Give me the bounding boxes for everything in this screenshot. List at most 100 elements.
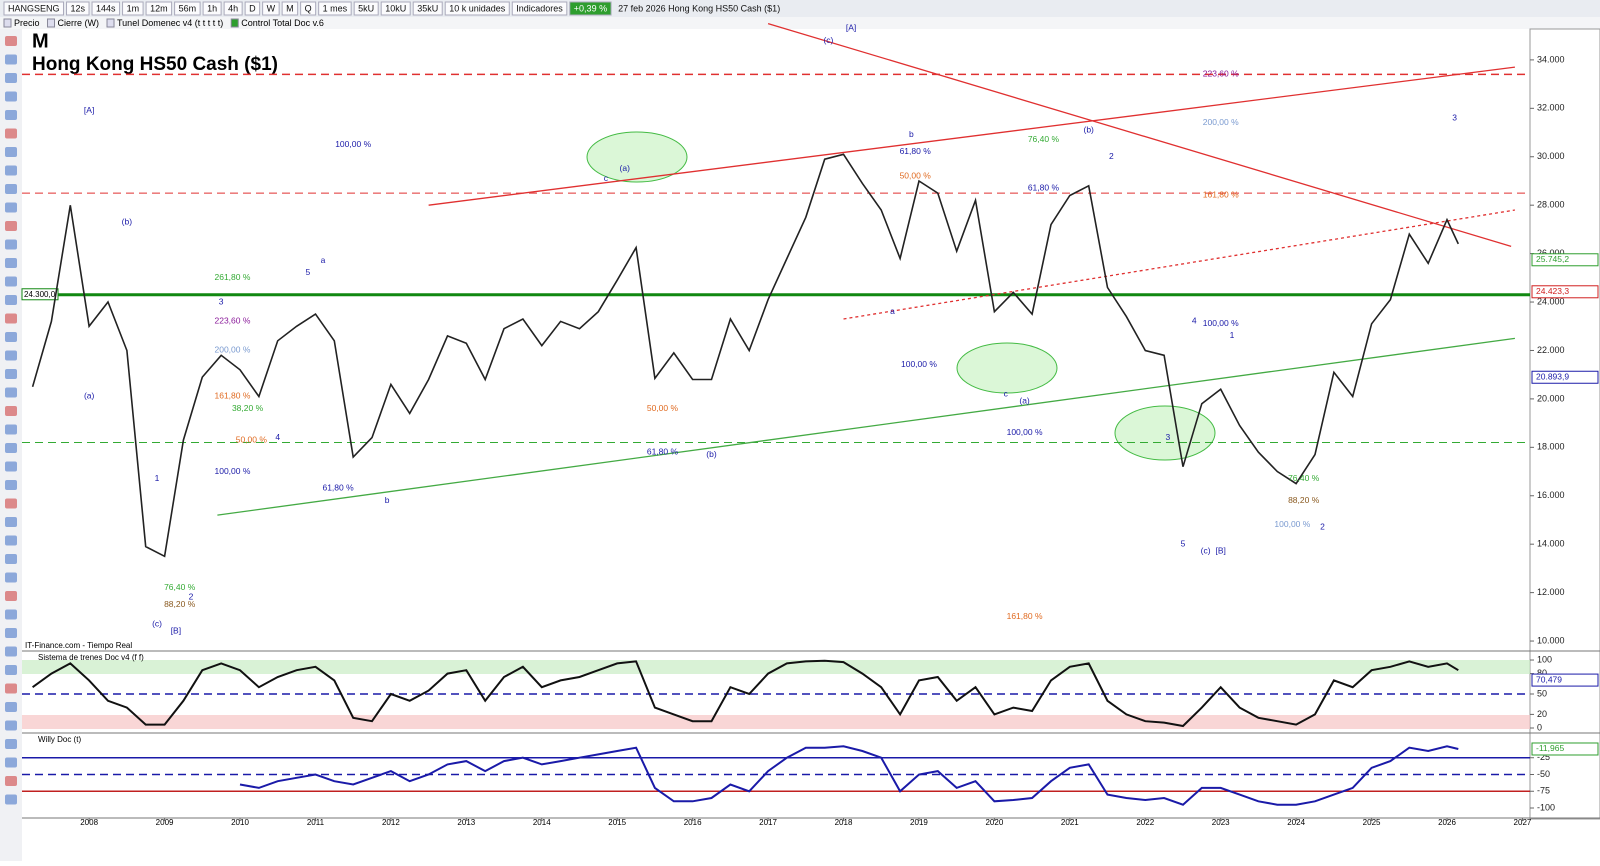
tool-icon[interactable] [5,332,17,342]
study-label[interactable]: Tunel Domenec v4 (t t t t t) [117,18,223,28]
study-swatch [106,18,115,28]
toolbar-button[interactable] [412,1,443,16]
tool-icon[interactable] [5,54,17,65]
toolbar-label[interactable]: 1 mes [323,3,348,13]
study-label[interactable]: Control Total Doc v.6 [241,18,324,28]
tool-icon[interactable] [5,683,17,694]
toolbar-button[interactable] [380,1,411,16]
tool-icon[interactable] [5,443,17,453]
tool-icon[interactable] [5,239,17,250]
toolbar-button[interactable] [66,1,90,16]
tool-icon[interactable] [5,628,17,638]
tool-icon[interactable] [5,387,17,398]
toolbar-label[interactable]: 10 k unidades [449,3,506,13]
tool-icon[interactable] [5,184,17,194]
toolbar-button[interactable] [91,1,121,16]
tool-icon[interactable] [5,202,17,213]
data-source: IT-Finance.com - Tiempo Real [25,641,132,650]
tool-icon[interactable] [5,665,17,675]
toolbar-button[interactable] [511,1,568,16]
tool-icon[interactable] [5,73,17,83]
toolbar-label[interactable]: 12s [71,3,86,13]
tool-icon[interactable] [5,350,17,361]
tool-icon[interactable] [5,498,17,509]
tool-icon[interactable] [5,554,17,564]
tool-icon[interactable] [5,128,17,139]
toolbar-button[interactable] [174,1,201,16]
annotation: 100,00 % [901,359,937,369]
toolbar-label[interactable]: 1h [207,3,217,13]
annotation: a [321,255,326,265]
annotation: (a) [620,163,631,173]
tool-icon[interactable] [5,794,17,805]
toolbar-button[interactable] [444,1,510,16]
tool-icon[interactable] [5,276,17,287]
x-tick-label: 2012 [382,818,400,827]
toolbar-label[interactable]: D [249,3,256,13]
toolbar-button[interactable] [353,1,379,16]
toolbar-label[interactable]: HANGSENG [8,3,60,13]
price-label: 70,479 [1536,674,1562,684]
oversold-band [22,715,1530,729]
tool-icon[interactable] [5,258,17,268]
toolbar-button[interactable] [569,1,612,16]
tool-icon[interactable] [5,406,17,416]
x-tick-label: 2019 [910,818,928,827]
toolbar-label[interactable]: 12m [150,3,168,13]
toolbar-label[interactable]: 10kU [385,3,406,13]
toolbar-label[interactable]: Q [305,3,312,13]
toolbar-button[interactable] [281,1,299,16]
toolbar-button[interactable] [262,1,280,16]
toolbar-label[interactable]: 4h [228,3,238,13]
level-label: 24.300,0 [24,290,56,299]
tool-icon[interactable] [5,110,17,120]
tool-icon[interactable] [5,739,17,749]
tool-icon[interactable] [5,221,17,231]
tool-icon[interactable] [5,313,17,324]
toolbar-button[interactable] [145,1,173,16]
tool-icon[interactable] [5,165,17,176]
toolbar-label[interactable]: 144s [96,3,116,13]
tool-icon[interactable] [5,424,17,435]
tool-icon[interactable] [5,702,17,712]
tool-icon[interactable] [5,720,17,731]
study-label[interactable]: Cierre (W) [58,18,100,28]
tool-icon[interactable] [5,535,17,546]
toolbar-button[interactable] [318,1,352,16]
tool-icon[interactable] [5,646,17,657]
tool-icon[interactable] [5,91,17,102]
toolbar-button[interactable] [202,1,222,16]
toolbar-label[interactable]: M [286,3,294,13]
toolbar-button[interactable] [244,1,261,16]
toolbar-label: 27 feb 2026 Hong Kong HS50 Cash ($1) [618,3,780,13]
toolbar-label[interactable]: 56m [179,3,197,13]
toolbar-label[interactable]: Indicadores [516,3,563,13]
tool-icon[interactable] [5,591,17,601]
toolbar-label[interactable]: 35kU [417,3,438,13]
toolbar-label[interactable]: 1m [127,3,140,13]
study-label[interactable]: Precio [14,18,40,28]
toolbar-button[interactable] [122,1,144,16]
tool-icon[interactable] [5,480,17,490]
tool-icon[interactable] [5,517,17,527]
tool-icon[interactable] [5,757,17,768]
tool-icon[interactable] [5,147,17,157]
toolbar-button[interactable] [223,1,243,16]
toolbar-button[interactable] [300,1,317,16]
tool-icon[interactable] [5,609,17,620]
annotation: 61,80 % [900,146,932,156]
y-tick-label: 50 [1537,688,1547,698]
tool-icon[interactable] [5,36,17,46]
toolbar-label[interactable]: W [267,3,276,13]
y-tick-label: 28.000 [1537,200,1565,210]
toolbar-button[interactable] [3,1,65,16]
tool-icon[interactable] [5,295,17,305]
tool-icon[interactable] [5,369,17,379]
toolbar-label[interactable]: 5kU [358,3,374,13]
tool-icon[interactable] [5,776,17,786]
tool-icon[interactable] [5,461,17,472]
toolbar-label[interactable]: +0,39 % [574,3,607,13]
tool-icon[interactable] [5,572,17,583]
